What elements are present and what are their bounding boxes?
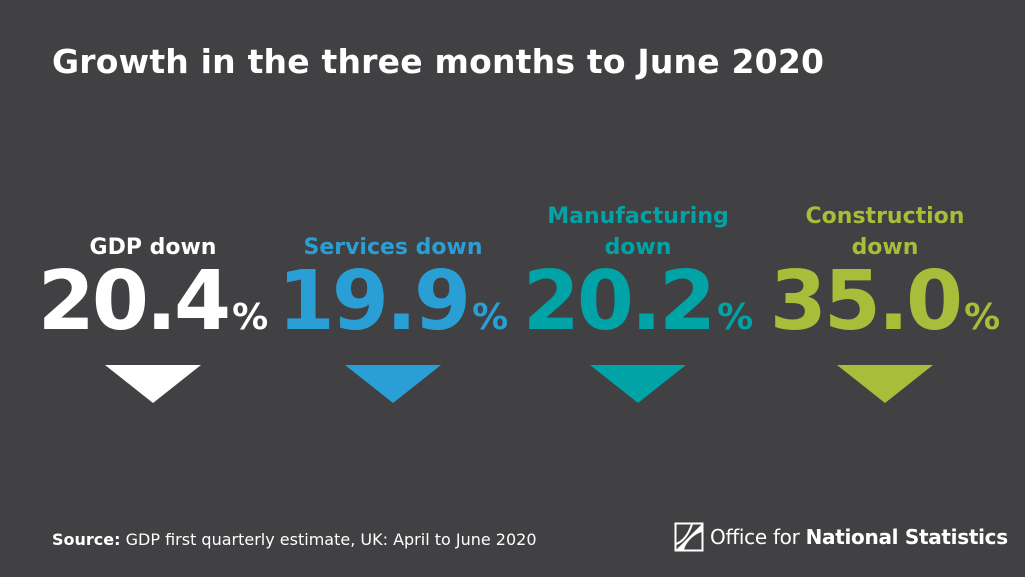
stat-unit: %	[964, 297, 1001, 338]
stat-label: GDP down	[89, 235, 217, 260]
ons-logo: Office for National Statistics	[674, 522, 1008, 552]
stat-number: 20.2	[522, 254, 716, 349]
stat-value: 20.4%	[28, 257, 278, 363]
source-text: GDP first quarterly estimate, UK: April …	[125, 530, 537, 549]
stat-value: 20.2%	[513, 257, 763, 363]
down-arrow-icon	[345, 365, 441, 403]
ons-logo-icon	[674, 522, 704, 552]
stat-unit: %	[472, 297, 509, 338]
source-key: Source:	[52, 530, 121, 549]
stat-gdp: GDP down 20.4%	[28, 195, 278, 403]
stat-manufacturing: Manufacturing down 20.2%	[513, 195, 763, 403]
logo-text-regular: Office for	[710, 525, 806, 549]
down-arrow-icon	[590, 365, 686, 403]
stat-label: Construction down	[805, 204, 965, 260]
logo-text: Office for National Statistics	[710, 525, 1008, 549]
stat-label: Services down	[303, 235, 483, 260]
down-arrow-icon	[837, 365, 933, 403]
stat-services: Services down 19.9%	[268, 195, 518, 403]
logo-text-bold: National Statistics	[805, 525, 1009, 549]
stat-construction: Construction down 35.0%	[760, 195, 1010, 403]
stat-value: 19.9%	[268, 257, 518, 363]
stat-unit: %	[232, 297, 269, 338]
stat-value: 35.0%	[760, 257, 1010, 363]
source-note: Source: GDP first quarterly estimate, UK…	[52, 530, 537, 549]
down-arrow-icon	[105, 365, 201, 403]
stat-unit: %	[717, 297, 754, 338]
stat-number: 19.9	[277, 254, 471, 349]
stat-number: 35.0	[769, 254, 963, 349]
stat-label: Manufacturing down	[547, 204, 729, 260]
page-title: Growth in the three months to June 2020	[52, 42, 825, 81]
stat-number: 20.4	[37, 254, 231, 349]
